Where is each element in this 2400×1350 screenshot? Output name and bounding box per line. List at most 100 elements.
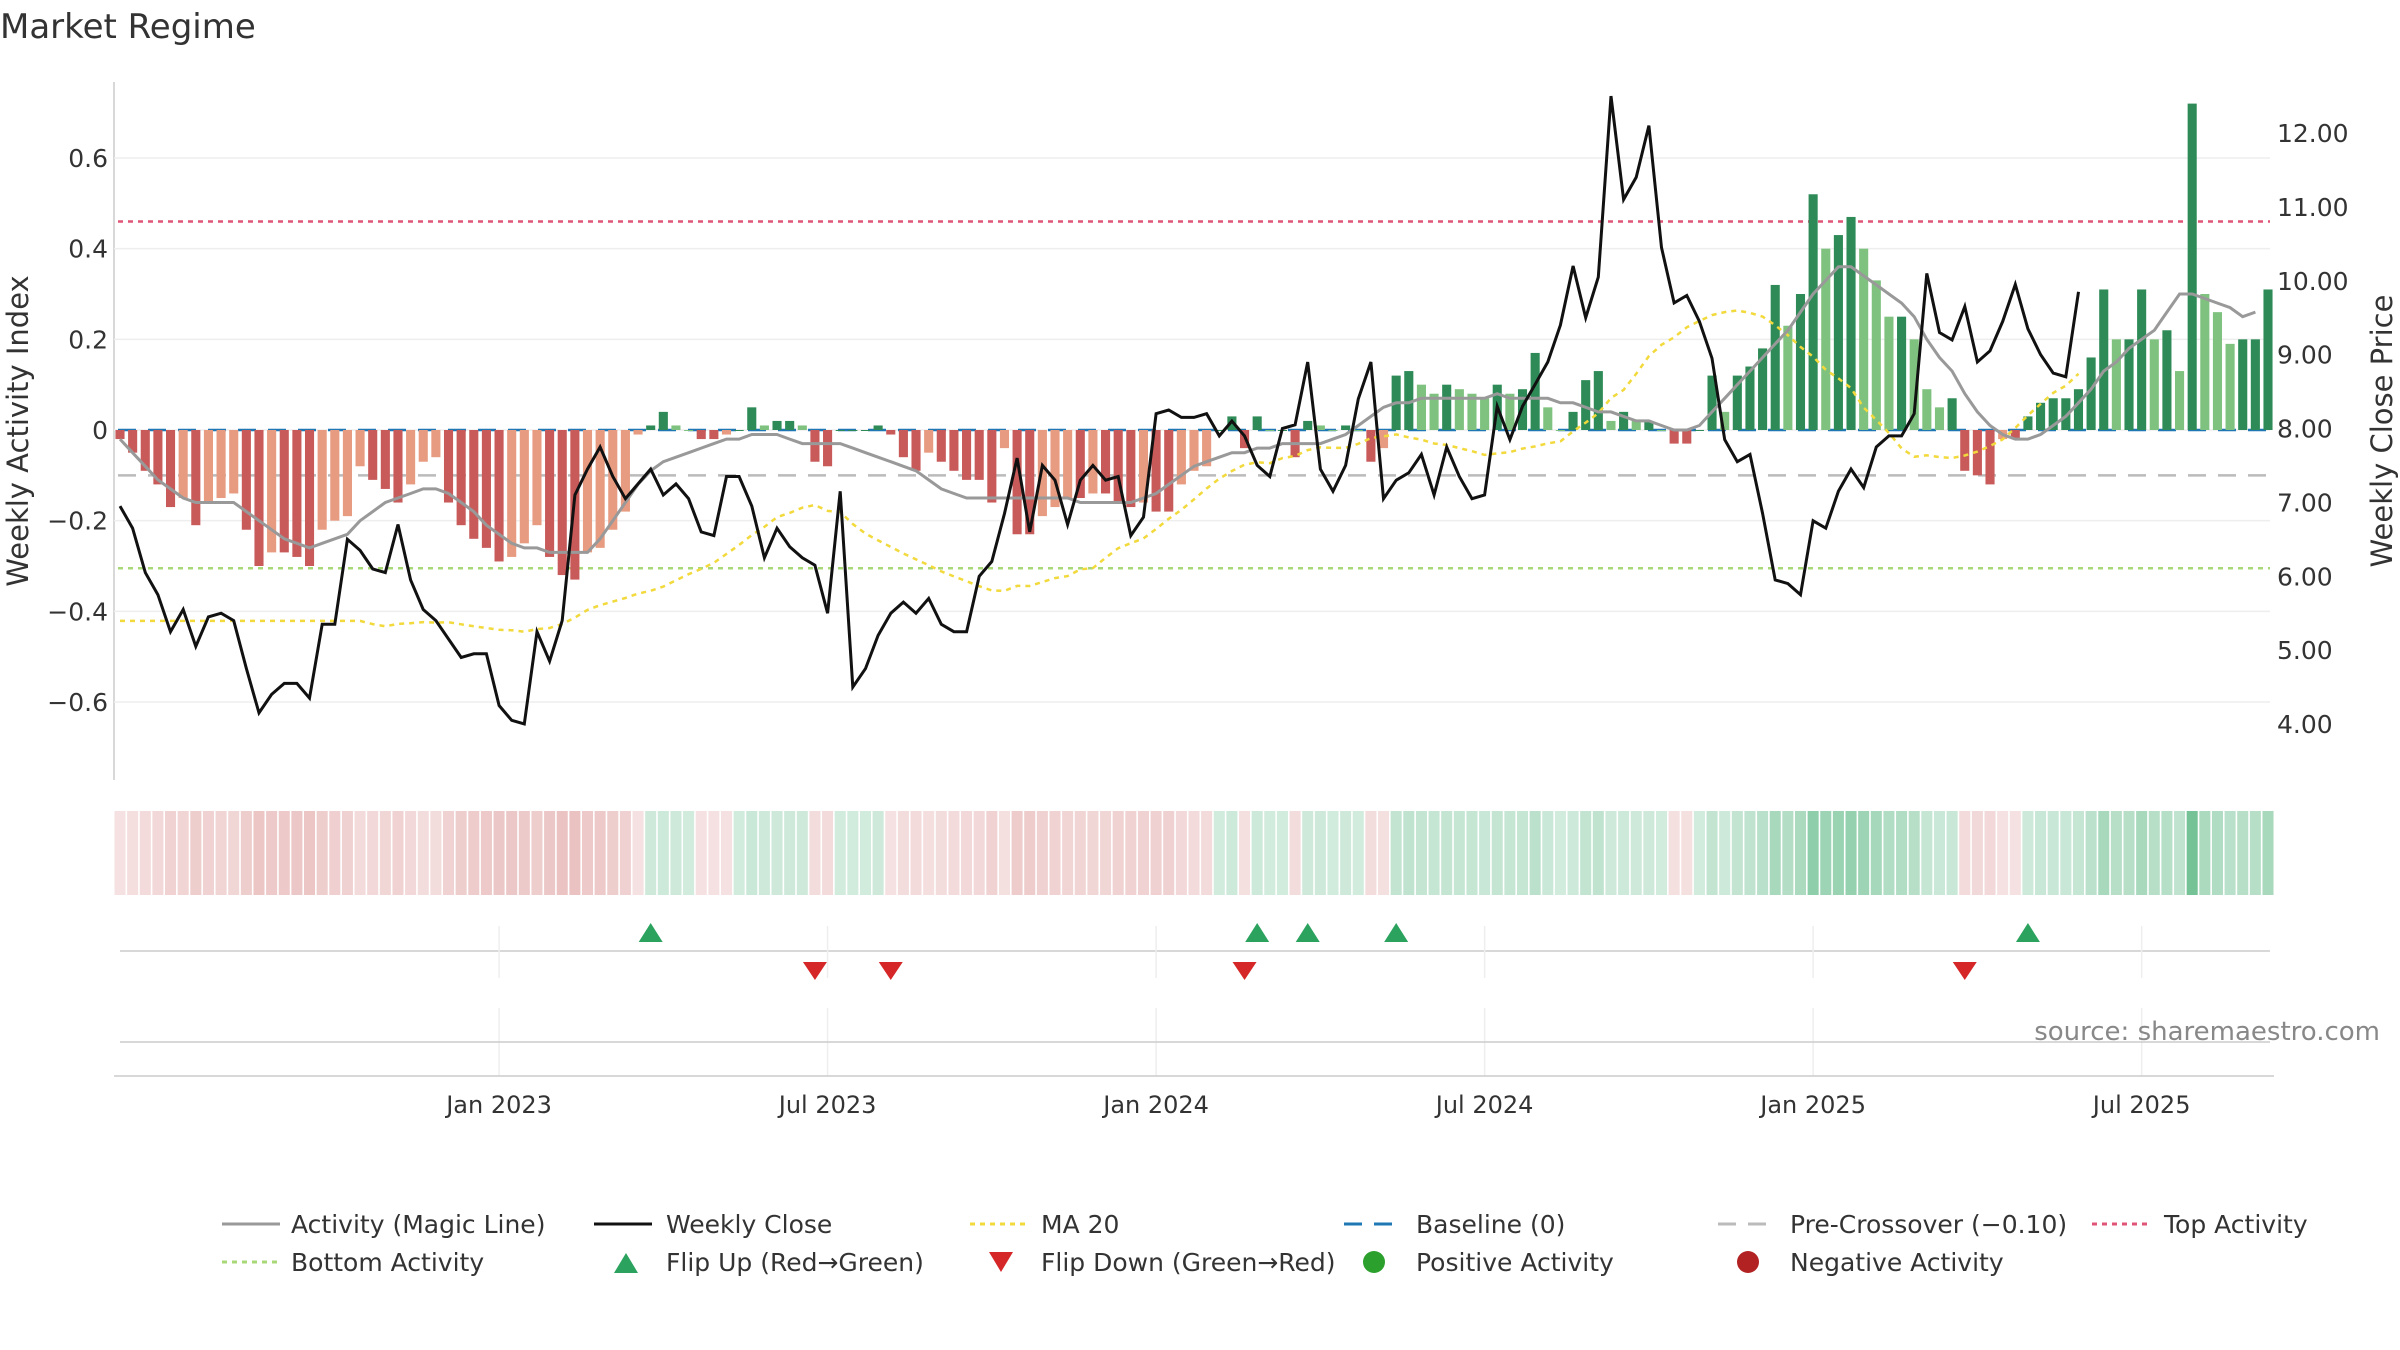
- heat-cell: [2136, 811, 2148, 895]
- heat-cell: [1933, 811, 1945, 895]
- activity-bar: [1543, 407, 1553, 430]
- activity-bar: [848, 430, 858, 431]
- activity-bar: [418, 430, 428, 462]
- activity-bar: [1909, 339, 1919, 430]
- legend-baseline: Baseline (0): [1416, 1210, 1565, 1239]
- heat-cell: [2060, 811, 2072, 895]
- activity-bar: [633, 430, 643, 435]
- activity-bar: [1075, 430, 1085, 498]
- heat-cell: [847, 811, 859, 895]
- activity-bar: [1833, 235, 1843, 430]
- heat-cell: [1820, 811, 1832, 895]
- weekly-close-line: [118, 95, 2080, 726]
- heat-cell: [1251, 811, 1263, 895]
- activity-bar: [1328, 430, 1338, 431]
- activity-bar: [646, 425, 656, 430]
- heat-cell: [1731, 811, 1743, 895]
- x-tick-label: Jan 2025: [1758, 1091, 1866, 1119]
- activity-bar: [1593, 371, 1603, 430]
- activity-bar: [620, 430, 630, 512]
- y-tick-labels: −0.6 −0.4 −0.2 0 0.2 0.4 0.6: [47, 144, 108, 717]
- heat-cell: [1769, 811, 1781, 895]
- activity-bar: [1063, 430, 1073, 498]
- y2-tick-label: 4.00: [2277, 710, 2333, 739]
- activity-bar: [2111, 339, 2121, 430]
- heat-cell: [215, 811, 227, 895]
- activity-bar: [2086, 357, 2096, 430]
- activity-bar: [1050, 430, 1060, 508]
- legend-pre-crossover: Pre-Crossover (−0.10): [1790, 1210, 2067, 1239]
- x-tick-label: Jan 2024: [1101, 1091, 1209, 1119]
- activity-bar: [443, 430, 454, 503]
- heat-cell: [581, 811, 594, 895]
- heat-cell: [695, 811, 707, 895]
- activity-bar: [330, 430, 340, 521]
- activity-bar: [1366, 430, 1376, 462]
- activity-bar: [1897, 316, 1907, 430]
- activity-bar: [1467, 393, 1477, 430]
- heat-cell: [645, 811, 657, 895]
- heat-cell: [1719, 811, 1731, 895]
- activity-bar: [178, 430, 188, 498]
- heat-cell: [1175, 811, 1187, 895]
- heat-cell: [2249, 811, 2261, 895]
- activity-bar: [1669, 430, 1679, 444]
- heat-cell: [518, 811, 530, 895]
- heat-cell: [2237, 811, 2249, 895]
- heat-cell: [240, 811, 252, 895]
- heat-cell: [758, 811, 770, 895]
- legend: Activity (Magic Line) Weekly Close MA 20…: [222, 1210, 2308, 1277]
- heat-cell: [316, 811, 328, 895]
- activity-bar: [999, 430, 1010, 449]
- flip-panel-gridlines: [498, 926, 2143, 1076]
- heat-cell: [1188, 811, 1200, 895]
- activity-bar: [1555, 430, 1565, 431]
- activity-bar: [2010, 430, 2020, 440]
- heat-cell: [657, 811, 669, 895]
- activity-bar: [2061, 398, 2071, 430]
- flip-up-marker: [1245, 923, 1270, 942]
- heat-cell: [1592, 811, 1604, 895]
- activity-bar: [2212, 312, 2223, 430]
- legend-close: Weekly Close: [666, 1210, 832, 1239]
- activity-bar: [254, 430, 264, 566]
- activity-bar: [241, 430, 251, 530]
- x-tick-labels: Jan 2023 Jul 2023 Jan 2024 Jul 2024 Jan 2025…: [444, 1091, 2190, 1119]
- legend-bottom: Bottom Activity: [291, 1248, 484, 1277]
- activity-bar: [1442, 384, 1452, 430]
- activity-bar: [898, 430, 908, 458]
- activity-bar: [2162, 330, 2172, 430]
- y-tick-label: 0.6: [68, 144, 108, 173]
- heat-cell: [885, 811, 897, 895]
- activity-bar: [2238, 339, 2248, 430]
- heat-cell: [1655, 811, 1668, 895]
- heat-cell: [784, 811, 796, 895]
- heat-cell: [998, 811, 1010, 895]
- heat-cell: [569, 811, 581, 895]
- activity-bar: [481, 430, 491, 548]
- heat-cell: [1946, 811, 1958, 895]
- y-tick-label: −0.2: [47, 507, 108, 536]
- activity-bar: [2149, 339, 2159, 430]
- activity-bar: [936, 430, 946, 462]
- heat-cell: [1504, 811, 1516, 895]
- activity-bar: [962, 430, 972, 480]
- heat-cell: [139, 811, 151, 895]
- heat-cell: [152, 811, 164, 895]
- activity-bar: [1341, 425, 1351, 430]
- activity-bar: [1126, 430, 1136, 508]
- activity-bar: [1694, 430, 1704, 431]
- heat-cell: [1997, 811, 2009, 895]
- activity-bar: [1202, 430, 1212, 467]
- activity-bar: [2023, 416, 2033, 430]
- activity-bar: [2250, 339, 2260, 430]
- activity-bar: [342, 430, 352, 517]
- flip-up-marker: [638, 923, 663, 942]
- heat-cell: [1390, 811, 1402, 895]
- heat-cell: [1630, 811, 1642, 895]
- heat-cell: [1327, 811, 1339, 895]
- activity-bar: [911, 430, 921, 471]
- activity-bar: [1404, 371, 1414, 430]
- chart-title: Market Regime: [0, 7, 256, 47]
- activity-bar: [810, 430, 820, 462]
